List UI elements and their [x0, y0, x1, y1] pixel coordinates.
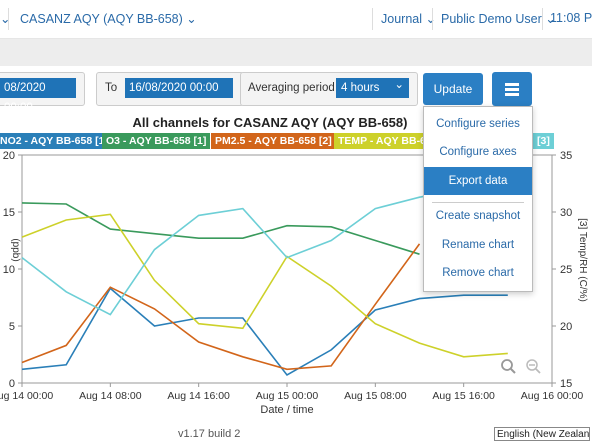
toolbar-strip	[0, 39, 592, 66]
menu-item-export-data[interactable]: Export data	[424, 167, 532, 195]
averaging-select[interactable]: 4 hours ⌄	[336, 78, 409, 98]
x-tick-label: Aug 15 00:00	[256, 390, 319, 402]
y-axis-label-left: (ppb)	[10, 238, 21, 261]
device-selector[interactable]: CASANZ AQY (AQY BB-658) ⌄	[20, 11, 197, 26]
from-date-input[interactable]: 08/2020 00:00	[0, 78, 76, 114]
hamburger-icon	[505, 83, 519, 86]
user-label: Public Demo User	[441, 12, 542, 26]
footer	[0, 426, 592, 444]
device-label: CASANZ AQY (AQY BB-658)	[20, 12, 183, 26]
menu-item-rename-chart[interactable]: Rename chart	[441, 239, 515, 251]
x-tick-label: Aug 15 16:00	[432, 390, 495, 402]
menu-item-remove-chart[interactable]: Remove chart	[442, 267, 514, 279]
chevron-down-icon: ⌄	[425, 12, 436, 26]
averaging-value: 4 hours	[341, 82, 380, 94]
chart-dropdown-menu: Configure series Configure axes Export d…	[423, 106, 533, 292]
legend-no2[interactable]: NO2 - AQY BB-658 [1]	[0, 133, 112, 149]
to-label: To	[105, 82, 118, 94]
chevron-down-icon: ⌄	[394, 79, 404, 91]
zoom-out-icon-handle	[535, 368, 541, 374]
y-tick-label-right: 30	[560, 207, 572, 219]
menu-chevron-icon[interactable]: ⌄	[0, 12, 11, 26]
y-tick-label-left: 15	[3, 207, 15, 219]
series-temp-line	[21, 213, 508, 358]
series-pm25-line	[21, 243, 421, 371]
zoom-reset-icon-handle	[510, 368, 516, 374]
top-bar: ⌄ CASANZ AQY (AQY BB-658) ⌄ Journal ⌄ Pu…	[0, 0, 592, 39]
divider	[542, 8, 543, 30]
x-tick-label: Aug 14 16:00	[167, 390, 230, 402]
legend-rh[interactable]: [3]	[533, 133, 554, 149]
legend-temp[interactable]: TEMP - AQY BB-658	[334, 133, 430, 149]
legend-pm25[interactable]: PM2.5 - AQY BB-658 [2]	[211, 133, 336, 149]
x-tick-label: Aug 16 00:00	[521, 390, 584, 402]
y-axis-label-right: [3] Temp/RH (C/%)	[577, 218, 588, 302]
chart-menu-button[interactable]	[492, 72, 532, 106]
hamburger-icon-bar	[505, 88, 519, 91]
update-button[interactable]: Update	[423, 73, 483, 105]
series-o3-line	[21, 202, 420, 255]
menu-item-configure-series[interactable]: Configure series	[436, 118, 520, 130]
journal-label: Journal	[381, 12, 422, 26]
menu-item-configure-axes[interactable]: Configure axes	[439, 146, 517, 158]
y-tick-label-right: 15	[560, 378, 572, 390]
version-label: v1.17 build 2	[178, 428, 241, 440]
divider	[8, 8, 9, 30]
zoom-reset-icon	[501, 359, 513, 371]
language-select[interactable]: English (New Zealand) ⌄	[494, 427, 590, 441]
menu-divider	[432, 202, 524, 203]
x-axis-label: Date / time	[260, 404, 313, 416]
clock: 11:08 PM	[550, 11, 592, 25]
x-tick-label: Aug 14 08:00	[79, 390, 142, 402]
divider	[372, 8, 373, 30]
y-tick-label-left: 0	[9, 378, 15, 390]
hamburger-icon-bar	[505, 93, 519, 96]
series-rh-line	[21, 188, 464, 316]
language-value: English (New Zealand)	[497, 429, 590, 440]
user-menu[interactable]: Public Demo User ⌄	[441, 11, 556, 26]
zoom-out-icon	[526, 359, 538, 371]
chart-title: All channels for CASANZ AQY (AQY BB-658)	[132, 115, 408, 130]
chevron-down-icon: ⌄	[545, 12, 556, 26]
y-tick-label-left: 5	[9, 321, 15, 333]
journal-menu[interactable]: Journal ⌄	[381, 11, 436, 26]
x-tick-label: Aug 14 00:00	[0, 390, 53, 402]
x-tick-label: Aug 15 08:00	[344, 390, 407, 402]
divider	[432, 8, 433, 30]
menu-item-create-snapshot[interactable]: Create snapshot	[435, 210, 521, 222]
y-tick-label-right: 25	[560, 264, 572, 276]
y-tick-label-left: 20	[3, 150, 15, 162]
legend-o3[interactable]: O3 - AQY BB-658 [1]	[102, 133, 211, 149]
chevron-down-icon: ⌄	[186, 12, 197, 26]
to-date-input[interactable]: 16/08/2020 00:00	[125, 78, 233, 98]
y-tick-label-right: 35	[560, 150, 572, 162]
y-tick-label-right: 20	[560, 321, 572, 333]
averaging-label: Averaging period	[248, 82, 335, 94]
line-chart: 0 5 10 15 20 15 20 25 30 35 Aug 14 00:00 Aug 14 08:…	[0, 150, 588, 416]
series-no2-line	[21, 287, 508, 377]
y-tick-label-left: 10	[3, 264, 15, 276]
